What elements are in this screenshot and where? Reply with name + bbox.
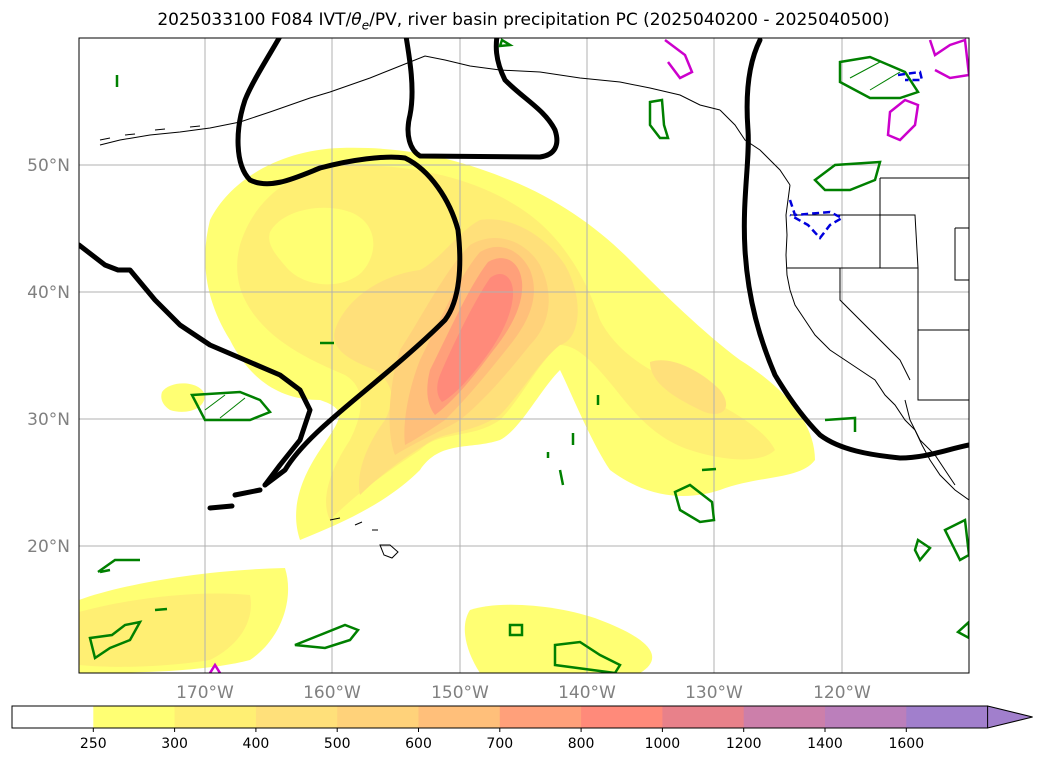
- longitude-labels: 170°W 160°W 150°W 140°W 130°W 120°W: [176, 683, 871, 703]
- latitude-labels: 50°N 40°N 30°N 20°N: [27, 156, 70, 557]
- ivt-band-800: [437, 274, 514, 402]
- pv-contour-west: [79, 242, 313, 488]
- colorbar-swatch-9: [743, 706, 826, 728]
- lat-label-30n: 30°N: [27, 410, 70, 430]
- pv-contour-east: [741, 38, 969, 461]
- colorbar-swatch-10: [825, 706, 907, 728]
- theta-e-contour-east-4: [955, 620, 969, 640]
- theta-e-contour-tiny-1: [97, 558, 140, 574]
- theta-e-magenta-east: [886, 98, 920, 142]
- colorbar-swatch-3: [255, 706, 338, 728]
- theta-e-contour-tiny-5: [701, 467, 717, 472]
- state-border-id: [880, 214, 919, 269]
- lon-label-120w: 120°W: [813, 683, 871, 703]
- pv-contour-central: [235, 38, 463, 488]
- theta-e-contour-box: [508, 623, 524, 637]
- theta-e-contour-tiny-2: [498, 38, 514, 48]
- pv-contour-fragment-b: [232, 487, 263, 498]
- bc-coast: [719, 109, 791, 186]
- state-border-az: [917, 330, 969, 401]
- colorbar-swatch-8: [662, 706, 745, 728]
- pv-contour-fragment-a: [207, 503, 235, 511]
- colorbar-swatch-4: [337, 706, 419, 728]
- ivt-blob-east-400: [650, 360, 727, 414]
- theta-e-magenta-north: [664, 39, 694, 80]
- lon-label-170w: 170°W: [176, 683, 234, 703]
- theta-e-magenta-small: [208, 662, 222, 673]
- colorbar-swatch-0: [12, 706, 94, 728]
- theta-e-contour-hatch: [204, 394, 246, 419]
- theta-e-contour-south: [294, 623, 361, 650]
- colorbar-swatch-7: [581, 706, 663, 728]
- theta-e-contour-ne: [838, 55, 920, 100]
- colorbar-label-800: 800: [568, 736, 595, 752]
- theta-e-blue-contours: [788, 70, 924, 240]
- colorbar-label-1600: 1600: [888, 736, 924, 752]
- colorbar-label-250: 250: [80, 736, 107, 752]
- theta-e-contour-tiny-7: [154, 607, 168, 612]
- map-frame: [78, 37, 970, 674]
- colorbar: 250 300 400 500 600 700 800 1000 1200 1400 1600: [11, 705, 1033, 752]
- colorbar-swatch-1: [93, 706, 176, 728]
- theta-e-contour-sw: [88, 620, 143, 661]
- colorbar-swatch-11: [906, 706, 989, 728]
- colorbar-label-1400: 1400: [807, 736, 843, 752]
- colorbar-swatch-5: [418, 706, 501, 728]
- colorbar-labels: 250 300 400 500 600 700 800 1000 1200 1400 1600: [80, 728, 924, 752]
- aleutian-islands: [99, 125, 201, 141]
- theta-e-contour-small-2: [673, 483, 716, 524]
- colorbar-swatches: [11, 705, 1033, 729]
- baja-coast: [904, 399, 956, 486]
- colorbar-label-1200: 1200: [726, 736, 762, 752]
- colorbar-label-1000: 1000: [645, 736, 681, 752]
- lon-label-140w: 140°W: [558, 683, 616, 703]
- theta-e-contour-east-1: [913, 538, 932, 563]
- state-border-nv: [840, 267, 969, 331]
- theta-e-blue-or: [788, 199, 845, 240]
- theta-e-magenta-ne: [928, 38, 969, 80]
- ivt-hole-north-2: [269, 207, 374, 285]
- map-title: 2025033100 F084 IVT/θe/PV, river basin p…: [157, 10, 890, 33]
- theta-e-contour-east-3: [824, 416, 857, 432]
- colorbar-label-700: 700: [486, 736, 513, 752]
- theta-e-contour-tiny-4: [546, 395, 600, 486]
- lon-label-130w: 130°W: [685, 683, 743, 703]
- state-border-mt: [954, 227, 969, 281]
- hawaii-islands: [329, 517, 399, 559]
- lon-label-160w: 160°W: [303, 683, 361, 703]
- theta-e-contour-west: [190, 390, 273, 422]
- colorbar-label-400: 400: [243, 736, 270, 752]
- theta-e-contour-east-2: [943, 518, 969, 562]
- theta-e-blue-ne: [897, 70, 924, 82]
- theta-e-magenta-contours: [208, 38, 969, 673]
- colorbar-extend-arrow: [987, 705, 1033, 729]
- theta-e-contour-small-1: [648, 98, 670, 140]
- coastlines: [99, 55, 969, 559]
- colorbar-swatch-2: [174, 706, 257, 728]
- lat-label-50n: 50°N: [27, 156, 70, 176]
- map-area: [79, 38, 969, 673]
- lat-label-20n: 20°N: [27, 537, 70, 557]
- theta-e-green-contours: [88, 38, 969, 673]
- pv-contour-north: [403, 38, 560, 160]
- state-border-ca-nv: [839, 268, 911, 381]
- lat-label-40n: 40°N: [27, 283, 70, 303]
- us-west-coast: [785, 184, 969, 501]
- colorbar-swatch-6: [499, 706, 582, 728]
- colorbar-label-600: 600: [405, 736, 432, 752]
- theta-e-contour-or: [813, 160, 882, 192]
- theta-e-contour-se: [553, 640, 622, 673]
- alaska-coast: [99, 55, 721, 146]
- colorbar-label-300: 300: [161, 736, 188, 752]
- ivt-band-se: [464, 604, 653, 673]
- theta-e-contour-ne-hatch: [849, 61, 901, 91]
- lon-label-150w: 150°W: [431, 683, 489, 703]
- colorbar-label-500: 500: [324, 736, 351, 752]
- pv-contours: [79, 38, 969, 511]
- ivt-blob-west: [161, 383, 205, 412]
- ivt-band-south-300: [79, 593, 251, 667]
